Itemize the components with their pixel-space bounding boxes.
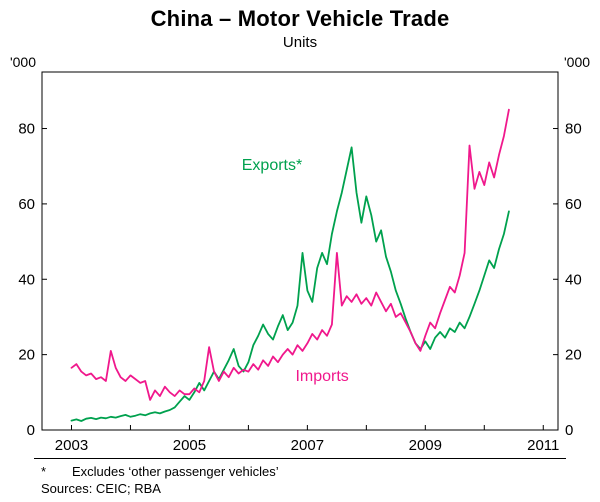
y-axis-label-left: 0 [27, 422, 35, 439]
imports-series-label: Imports [295, 368, 348, 385]
y-axis-label-left: 80 [18, 121, 35, 138]
y-axis-label-right: 0 [565, 422, 573, 439]
x-axis-label: 2003 [55, 437, 88, 454]
imports-line [70, 108, 510, 401]
y-axis-label-left: 40 [18, 271, 35, 288]
footnote-area: * Excludes ‘other passenger vehicles’ So… [34, 458, 566, 497]
y-axis-unit-right: '000 [564, 54, 591, 70]
plot-border [41, 71, 559, 431]
x-axis-label: 2005 [173, 437, 206, 454]
y-axis-label-left: 60 [18, 196, 35, 213]
exports-line [70, 146, 510, 422]
sources-line: Sources: CEIC; RBA [41, 481, 161, 496]
y-axis-label-right: 80 [565, 121, 582, 138]
y-axis-label-left: 20 [18, 347, 35, 364]
chart-title: China – Motor Vehicle Trade [150, 6, 450, 31]
x-axis-label: 2009 [409, 437, 442, 454]
x-axis-label: 2007 [291, 437, 324, 454]
footnote-marker: * [41, 464, 47, 479]
chart-subtitle: Units [282, 34, 318, 51]
y-axis-label-right: 40 [565, 271, 582, 288]
y-axis-unit-left: '000 [9, 54, 36, 70]
x-axis-label: 2011 [527, 437, 559, 454]
line-chart: 0 0 20 20 40 40 60 60 80 80 2003 2005 2007 2009 2011 Ex… [18, 71, 582, 454]
y-axis-label-right: 60 [565, 196, 582, 213]
footnote-text: Excludes ‘other passenger vehicles’ [72, 464, 279, 479]
y-axis-label-right: 20 [565, 347, 582, 364]
exports-series-label: Exports* [242, 157, 302, 174]
